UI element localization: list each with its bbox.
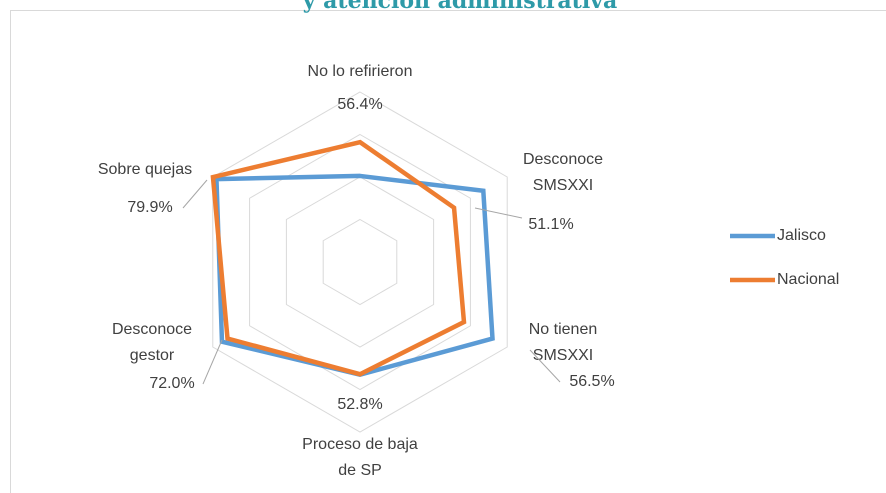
axis-label: SMSXXI <box>533 347 593 364</box>
legend-label: Jalisco <box>777 227 826 244</box>
leader-line <box>474 207 523 219</box>
data-label: 52.8% <box>337 396 382 413</box>
leader-line <box>529 349 561 383</box>
chart-frame <box>10 10 886 493</box>
title-backdrop <box>270 0 650 10</box>
series-line <box>210 139 467 377</box>
data-label: 51.1% <box>528 216 573 233</box>
axis-label: de SP <box>338 462 382 479</box>
axis-label: Desconoce <box>523 151 603 168</box>
grid-ring <box>322 218 398 306</box>
data-label: 72.0% <box>149 375 194 392</box>
axis-label: No lo refirieron <box>308 63 413 80</box>
axis-label: Sobre quejas <box>98 161 192 178</box>
axis-label: No tienen <box>529 321 598 338</box>
axis-label: Desconoce <box>112 321 192 338</box>
data-label: 79.9% <box>127 199 172 216</box>
grid-ring <box>249 133 471 391</box>
axis-label: Proceso de baja <box>302 436 418 453</box>
axis-label: gestor <box>130 347 175 364</box>
chart-title: y atención administrativa <box>302 0 618 14</box>
axis-label: SMSXXI <box>533 177 593 194</box>
grid-ring <box>285 176 435 348</box>
leader-line <box>182 179 208 209</box>
data-label: 56.4% <box>337 96 382 113</box>
legend-label: Nacional <box>777 271 839 288</box>
data-label: 56.5% <box>569 373 614 390</box>
leader-line <box>202 339 223 385</box>
